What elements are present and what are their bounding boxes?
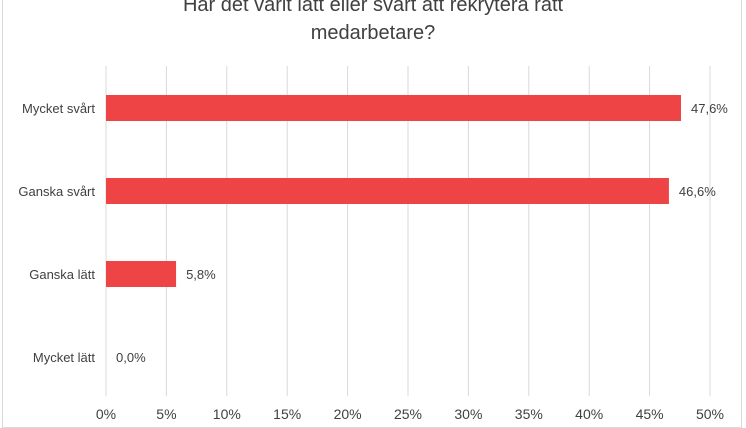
bar (106, 178, 669, 204)
bar (106, 261, 177, 287)
y-category-label: Ganska svårt (18, 184, 95, 199)
x-tick-label: 0% (96, 406, 116, 419)
x-tick-label: 15% (273, 406, 301, 419)
y-category-label: Mycket svårt (22, 101, 95, 116)
y-category-label: Mycket lätt (33, 350, 96, 365)
chart-title-line-1: Har det varit lätt eller svårt att rekry… (182, 0, 564, 16)
bar-chart: 0% 5% 10% 15% 20% 25% 30% 35% 40% 45% 50% Mycket sv… (18, 66, 728, 419)
x-tick-label: 5% (156, 406, 176, 419)
bar (106, 95, 682, 121)
x-tick-label: 40% (575, 406, 603, 419)
x-tick-label: 35% (515, 406, 543, 419)
data-label: 5,8% (186, 267, 216, 282)
data-label: 46,6% (679, 184, 716, 199)
y-category-label: Ganska lätt (29, 267, 95, 282)
x-tick-label: 30% (454, 406, 482, 419)
x-tick-label: 20% (334, 406, 362, 419)
x-tick-label: 10% (213, 406, 241, 419)
chart-title-line-2: medarbetare? (310, 22, 436, 44)
data-label: 0,0% (116, 350, 146, 365)
x-tick-label: 25% (394, 406, 422, 419)
data-label: 47,6% (691, 101, 728, 116)
x-tick-label: 50% (696, 406, 724, 419)
x-tick-label: 45% (636, 406, 664, 419)
